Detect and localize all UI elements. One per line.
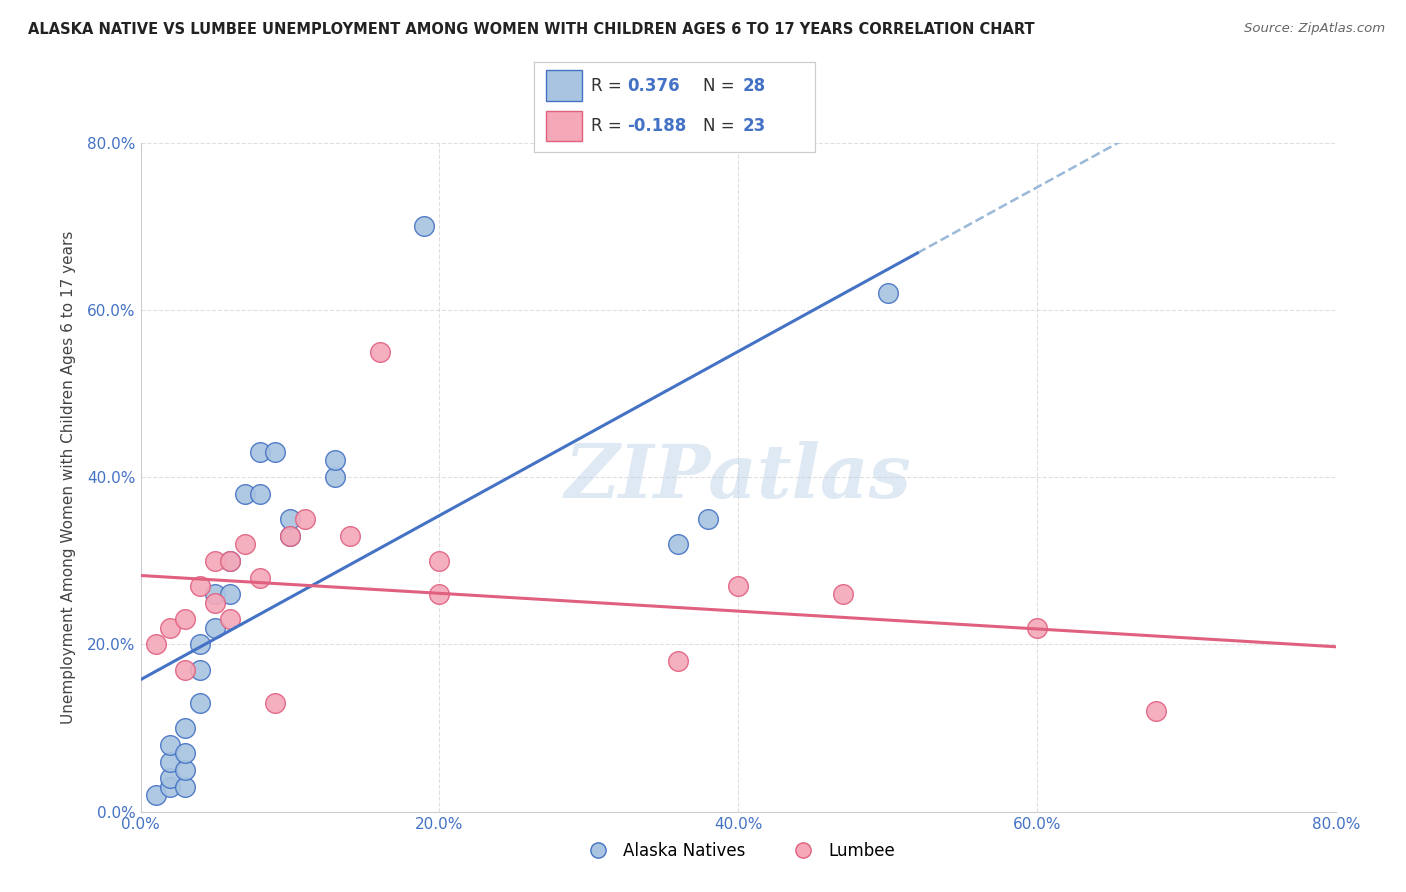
Point	[278, 512, 301, 526]
Y-axis label: Unemployment Among Women with Children Ages 6 to 17 years: Unemployment Among Women with Children A…	[60, 230, 76, 724]
Text: -0.188: -0.188	[627, 117, 686, 135]
Text: N =: N =	[703, 117, 740, 135]
Point	[174, 663, 197, 677]
Point	[249, 487, 271, 501]
Text: R =: R =	[591, 77, 627, 95]
Point	[668, 537, 690, 551]
Point	[264, 696, 287, 710]
Point	[204, 621, 226, 635]
Point	[174, 721, 197, 735]
Point	[831, 587, 853, 601]
Point	[188, 637, 212, 651]
Point	[249, 571, 271, 585]
Point	[174, 746, 197, 760]
Point	[323, 470, 346, 484]
Point	[159, 771, 181, 786]
Point	[204, 587, 226, 601]
Point	[174, 612, 197, 626]
Point	[219, 612, 242, 626]
Point	[727, 579, 749, 593]
Point	[697, 512, 720, 526]
Point	[413, 219, 436, 234]
Point	[876, 286, 898, 301]
Point	[427, 554, 450, 568]
Text: Source: ZipAtlas.com: Source: ZipAtlas.com	[1244, 22, 1385, 36]
Point	[159, 738, 181, 752]
Point	[145, 637, 167, 651]
Point	[159, 755, 181, 769]
Point	[339, 529, 361, 543]
Point	[233, 537, 256, 551]
Legend: Alaska Natives, Lumbee: Alaska Natives, Lumbee	[575, 836, 901, 867]
Point	[204, 596, 226, 610]
Point	[368, 344, 391, 359]
Point	[188, 663, 212, 677]
Text: ZIPatlas: ZIPatlas	[565, 441, 911, 514]
Point	[219, 554, 242, 568]
Point	[264, 445, 287, 459]
Point	[278, 529, 301, 543]
Bar	[546, 111, 582, 141]
Point	[278, 529, 301, 543]
Point	[427, 587, 450, 601]
Point	[159, 780, 181, 794]
Point	[323, 453, 346, 467]
Point	[188, 696, 212, 710]
Point	[1026, 621, 1049, 635]
Point	[204, 554, 226, 568]
Point	[145, 788, 167, 802]
Bar	[546, 70, 582, 101]
Point	[233, 487, 256, 501]
Point	[159, 621, 181, 635]
Text: ALASKA NATIVE VS LUMBEE UNEMPLOYMENT AMONG WOMEN WITH CHILDREN AGES 6 TO 17 YEAR: ALASKA NATIVE VS LUMBEE UNEMPLOYMENT AMO…	[28, 22, 1035, 37]
Text: 28: 28	[742, 77, 765, 95]
Point	[668, 654, 690, 668]
Point	[219, 554, 242, 568]
Text: 0.376: 0.376	[627, 77, 679, 95]
Point	[219, 587, 242, 601]
Text: N =: N =	[703, 77, 740, 95]
Point	[188, 579, 212, 593]
Point	[1146, 705, 1168, 719]
Text: 23: 23	[742, 117, 766, 135]
Point	[174, 763, 197, 777]
Point	[294, 512, 316, 526]
Text: R =: R =	[591, 117, 627, 135]
Point	[174, 780, 197, 794]
Point	[249, 445, 271, 459]
